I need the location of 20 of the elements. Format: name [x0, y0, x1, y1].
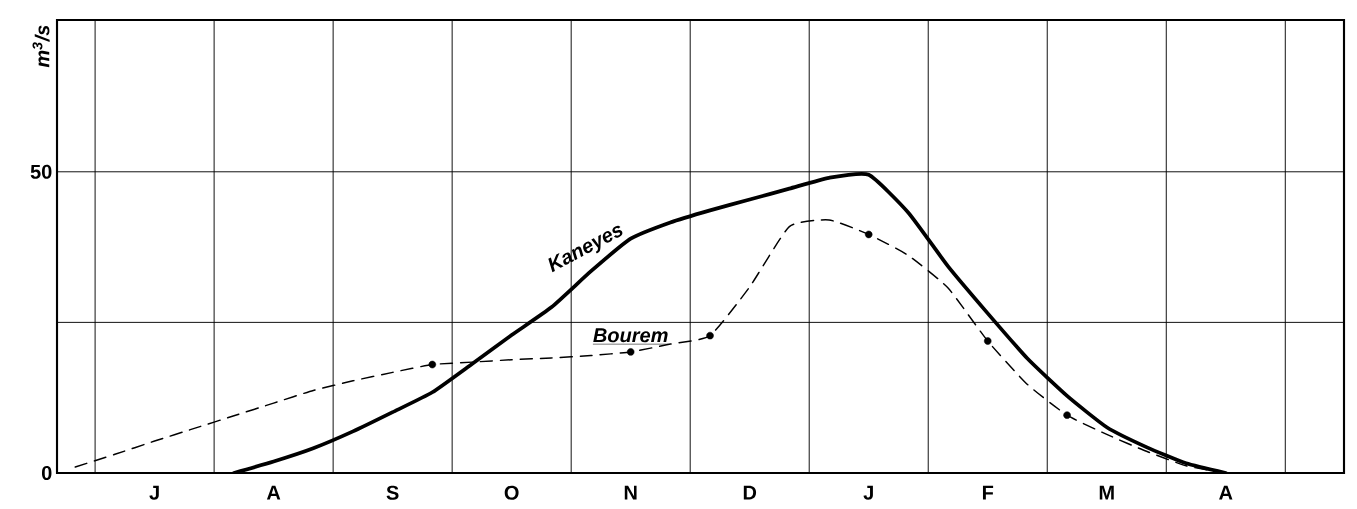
point	[984, 337, 992, 345]
x-tick-label: S	[386, 485, 399, 500]
x-tick-label: D	[743, 485, 757, 500]
point	[626, 348, 635, 356]
x-tick-label: J	[863, 485, 873, 500]
point	[1063, 411, 1071, 419]
x-tick-label: O	[504, 485, 519, 500]
y-tick-label: 0	[41, 465, 52, 481]
x-tick-label: A	[266, 485, 281, 500]
y-axis-title: m$^{3}$/s	[32, 25, 50, 68]
y-tick-label: 50	[30, 164, 52, 179]
point	[428, 360, 437, 369]
x-tick-label: N	[624, 485, 637, 500]
x-tick-label: J	[149, 485, 159, 500]
x-tick-label: M	[1099, 485, 1114, 500]
point	[864, 230, 873, 239]
series-label: Bourem	[593, 328, 668, 343]
point	[706, 331, 714, 340]
x-tick-label: F	[982, 485, 994, 500]
x-tick-label: A	[1219, 485, 1233, 500]
